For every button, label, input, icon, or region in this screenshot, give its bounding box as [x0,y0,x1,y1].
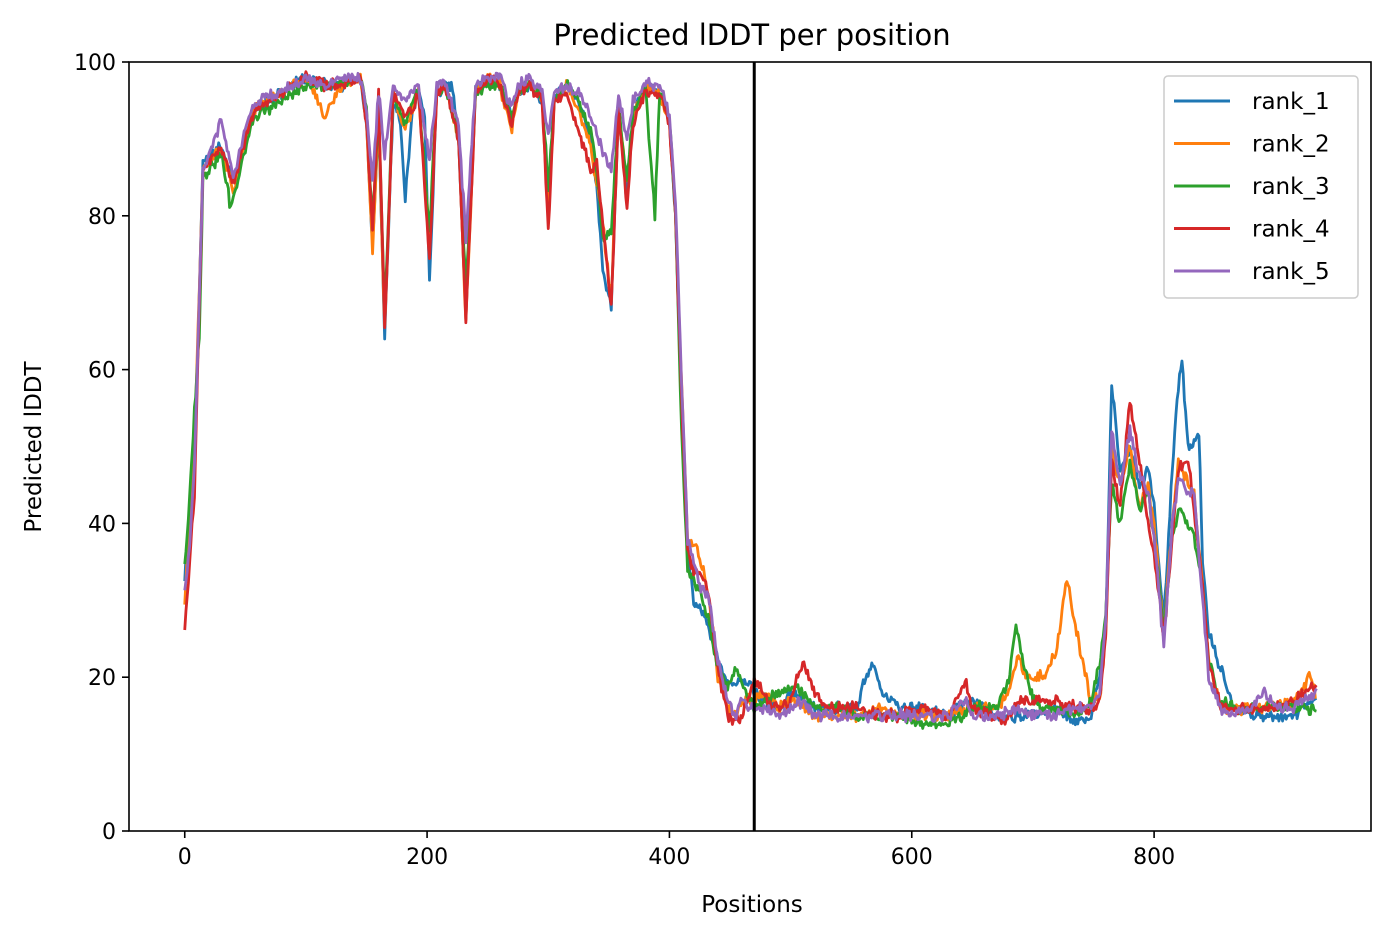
legend-label: rank_4 [1252,217,1330,243]
chart-title: Predicted lDDT per position [553,18,950,52]
x-tick-label: 0 [178,845,192,870]
y-tick-label: 80 [88,205,116,230]
x-tick-label: 400 [648,845,690,870]
x-tick-label: 200 [406,845,448,870]
plot-area: 0 200 400 600 800 0 20 40 60 80 100 [74,51,1372,870]
series-lines [183,70,1318,730]
axes-frame [128,61,1372,832]
y-tick-label: 0 [102,820,116,845]
legend-label: rank_5 [1252,259,1330,285]
legend: rank_1 rank_2 rank_3 rank_4 rank_5 [1163,75,1359,299]
legend-label: rank_1 [1252,89,1330,115]
y-axis-label: Predicted lDDT [21,360,47,532]
y-tick-label: 40 [88,512,116,537]
y-tick-label: 60 [88,359,116,384]
x-axis-label: Positions [701,892,803,918]
series-line-rank-4 [183,70,1318,726]
x-tick-label: 800 [1133,845,1175,870]
y-tick-label: 100 [74,51,116,76]
legend-box [1163,75,1359,299]
legend-label: rank_3 [1252,174,1330,200]
x-tick-label: 600 [891,845,933,870]
series-line-rank-5 [183,71,1318,724]
legend-label: rank_2 [1252,132,1330,158]
y-tick-label: 20 [88,666,116,691]
